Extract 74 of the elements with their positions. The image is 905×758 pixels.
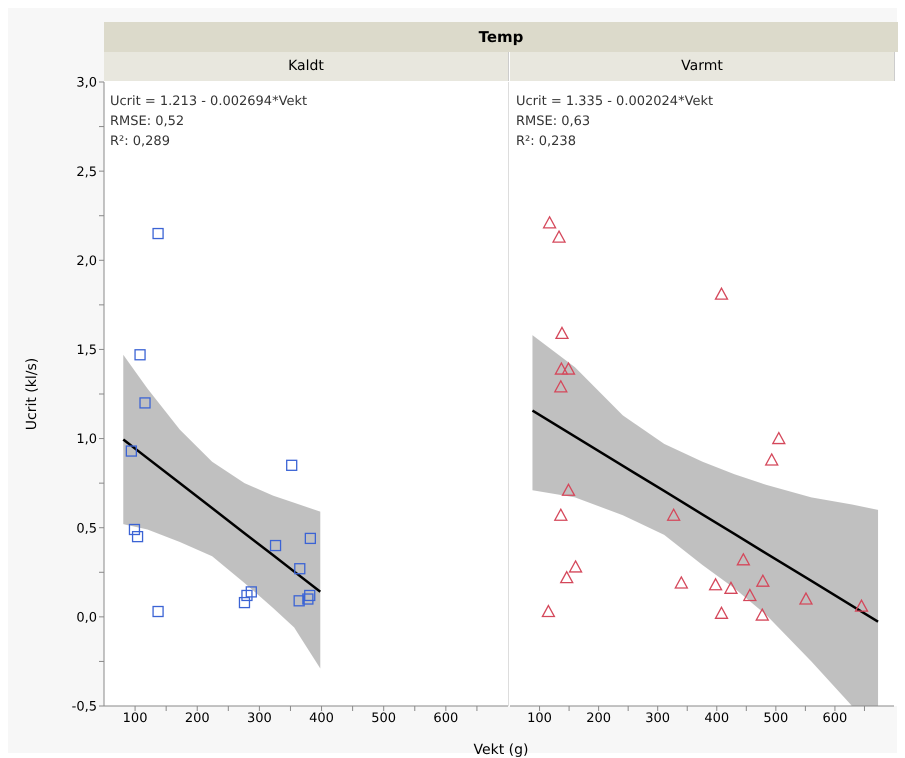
point xyxy=(128,524,140,536)
point xyxy=(799,592,813,605)
y-tick-label: 0,0 xyxy=(76,610,97,626)
annotation: Ucrit = 1.335 - 0.002024*Vekt xyxy=(516,94,714,109)
point xyxy=(756,574,770,587)
y-tick-label: 3,0 xyxy=(76,76,97,91)
annotation: R²: 0,238 xyxy=(516,134,576,149)
chart-subtitle: Kaldt xyxy=(288,58,324,74)
annotation: RMSE: 0,52 xyxy=(110,114,184,129)
annotation: Ucrit = 1.213 - 0.002694*Vekt xyxy=(110,94,308,109)
point xyxy=(542,604,556,618)
point xyxy=(674,576,688,589)
x-tick-label: 400 xyxy=(704,711,730,726)
x-tick-label: 200 xyxy=(184,711,210,726)
point xyxy=(286,460,298,471)
point xyxy=(708,578,722,590)
point xyxy=(238,596,250,608)
point xyxy=(714,606,728,619)
point xyxy=(270,540,282,552)
x-tick-label: 500 xyxy=(371,711,396,726)
point xyxy=(294,563,306,574)
x-tick-label: 100 xyxy=(527,711,552,726)
y-tick-label: 1,0 xyxy=(76,432,97,448)
annotation: RMSE: 0,63 xyxy=(516,114,590,129)
x-tick-label: 200 xyxy=(586,711,612,726)
point xyxy=(736,553,750,566)
point xyxy=(304,590,316,602)
point xyxy=(302,593,314,605)
point xyxy=(246,586,257,598)
point xyxy=(714,288,728,300)
point xyxy=(756,608,769,621)
point xyxy=(552,230,566,243)
x-tick-label: 100 xyxy=(122,711,148,726)
point xyxy=(554,380,568,393)
point xyxy=(294,595,305,606)
y-tick-label: -0,5 xyxy=(72,700,97,715)
point xyxy=(743,588,756,602)
point xyxy=(152,228,164,240)
point xyxy=(555,326,569,340)
point xyxy=(152,606,164,618)
point xyxy=(562,484,576,496)
line-series xyxy=(122,438,322,593)
point xyxy=(126,445,137,457)
point xyxy=(134,349,146,360)
point xyxy=(772,432,786,444)
y-tick-label: 2,0 xyxy=(76,254,97,269)
point xyxy=(568,560,582,573)
y-tick-label: 0,5 xyxy=(76,521,97,536)
annotation: R²: 0,289 xyxy=(110,134,170,149)
point xyxy=(241,590,253,602)
x-tick-label: 600 xyxy=(433,711,458,726)
x-tick-label: 300 xyxy=(645,711,670,726)
point xyxy=(560,570,574,584)
x-tick-label: 300 xyxy=(246,711,272,726)
point xyxy=(304,532,316,544)
point xyxy=(724,582,738,594)
point xyxy=(139,397,151,409)
chart-subtitle: Varmt xyxy=(681,58,723,74)
point xyxy=(554,362,568,375)
x-tick-label: 600 xyxy=(822,711,848,726)
point xyxy=(132,530,144,542)
point xyxy=(765,453,778,466)
point xyxy=(542,216,556,228)
chart-title: Temp xyxy=(478,28,524,46)
point xyxy=(666,508,680,521)
x-axis-title: Vekt (g) xyxy=(474,742,528,758)
y-tick-label: 1,5 xyxy=(76,343,97,358)
x-tick-label: 500 xyxy=(763,711,788,726)
point xyxy=(562,362,576,375)
x-tick-label: 400 xyxy=(309,711,334,726)
point xyxy=(554,508,568,521)
point xyxy=(854,600,868,612)
y-axis-title: Ucrit (kl/s) xyxy=(24,358,40,430)
y-tick-label: 2,5 xyxy=(76,164,97,180)
